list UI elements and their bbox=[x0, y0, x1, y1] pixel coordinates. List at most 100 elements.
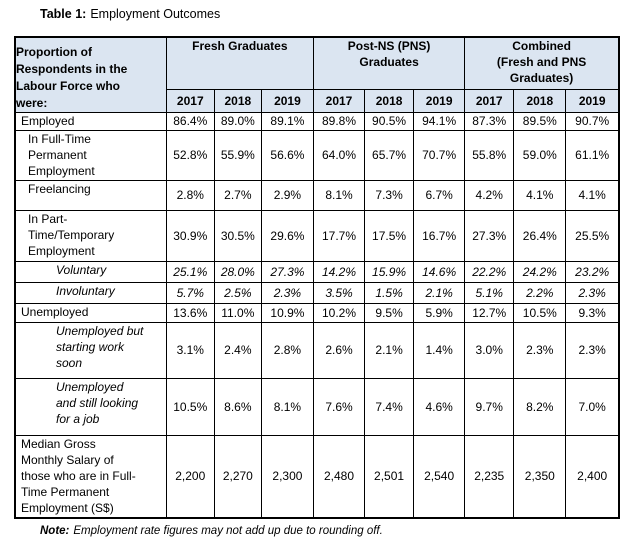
value-cell: 10.5% bbox=[165, 377, 215, 436]
value-cell: 52.8% bbox=[165, 129, 215, 181]
year-header: 2018 bbox=[513, 88, 567, 113]
value-cell: 2,270 bbox=[213, 434, 262, 519]
year-header: 2017 bbox=[464, 88, 515, 113]
value-cell: 17.5% bbox=[364, 209, 415, 262]
row-label: Freelancing bbox=[14, 179, 167, 211]
year-header: 2018 bbox=[213, 88, 262, 113]
table-row: Median Gross Monthly Salary of those who… bbox=[14, 434, 620, 519]
value-cell: 8.6% bbox=[213, 377, 262, 436]
value-cell: 1.5% bbox=[364, 281, 415, 304]
table-row: Unemployed but starting work soon 3.1% 2.4… bbox=[14, 321, 620, 379]
value-cell: 70.7% bbox=[413, 129, 466, 181]
table-row: Freelancing 2.8% 2.7% 2.9% 8.1% 7.3% 6.7% 4.2% 4… bbox=[14, 179, 620, 211]
value-cell: 8.2% bbox=[513, 377, 567, 436]
title-prefix: Table 1: bbox=[40, 7, 87, 21]
value-cell: 2.2% bbox=[513, 281, 567, 304]
value-cell: 2.6% bbox=[312, 321, 366, 379]
value-cell: 10.2% bbox=[312, 302, 366, 323]
value-cell: 27.3% bbox=[464, 209, 515, 262]
value-cell: 9.7% bbox=[464, 377, 515, 436]
value-cell: 7.0% bbox=[565, 377, 620, 436]
value-cell: 2,480 bbox=[312, 434, 366, 519]
value-cell: 4.1% bbox=[565, 179, 620, 211]
year-header: 2017 bbox=[165, 88, 215, 113]
table-row: Voluntary 25.1% 28.0% 27.3% 14.2% 15.9% 14.6% 2… bbox=[14, 260, 620, 283]
group-header-fresh-graduates: Fresh Graduates bbox=[165, 36, 314, 90]
value-cell: 7.3% bbox=[364, 179, 415, 211]
value-cell: 16.7% bbox=[413, 209, 466, 262]
value-cell: 3.5% bbox=[312, 281, 366, 304]
group-header-row: Proportion of Respondents in the Labour … bbox=[14, 36, 620, 113]
value-cell: 17.7% bbox=[312, 209, 366, 262]
value-cell: 28.0% bbox=[213, 260, 262, 283]
value-cell: 2,200 bbox=[165, 434, 215, 519]
value-cell: 94.1% bbox=[413, 111, 466, 131]
table-row: Unemployed 13.6% 11.0% 10.9% 10.2% 9.5% 5.9% 12… bbox=[14, 302, 620, 323]
group-header-post-ns-graduates: Post-NS (PNS) Graduates bbox=[312, 36, 466, 90]
year-header: 2019 bbox=[413, 88, 466, 113]
value-cell: 25.1% bbox=[165, 260, 215, 283]
value-cell: 30.9% bbox=[165, 209, 215, 262]
value-cell: 2.8% bbox=[165, 179, 215, 211]
value-cell: 89.0% bbox=[213, 111, 262, 131]
value-cell: 9.3% bbox=[565, 302, 620, 323]
value-cell: 4.1% bbox=[513, 179, 567, 211]
value-cell: 90.5% bbox=[364, 111, 415, 131]
value-cell: 8.1% bbox=[260, 377, 314, 436]
value-cell: 3.1% bbox=[165, 321, 215, 379]
value-cell: 14.6% bbox=[413, 260, 466, 283]
value-cell: 24.2% bbox=[513, 260, 567, 283]
row-label: In Full-Time Permanent Employment bbox=[14, 129, 167, 181]
value-cell: 2,540 bbox=[413, 434, 466, 519]
value-cell: 2.3% bbox=[565, 281, 620, 304]
year-header: 2019 bbox=[565, 88, 620, 113]
value-cell: 2.8% bbox=[260, 321, 314, 379]
value-cell: 26.4% bbox=[513, 209, 567, 262]
value-cell: 2.5% bbox=[213, 281, 262, 304]
value-cell: 12.7% bbox=[464, 302, 515, 323]
row-label: Unemployed but starting work soon bbox=[14, 321, 167, 379]
value-cell: 86.4% bbox=[165, 111, 215, 131]
corner-header: Proportion of Respondents in the Labour … bbox=[14, 36, 167, 113]
value-cell: 2.9% bbox=[260, 179, 314, 211]
value-cell: 5.9% bbox=[413, 302, 466, 323]
value-cell: 2.1% bbox=[413, 281, 466, 304]
value-cell: 87.3% bbox=[464, 111, 515, 131]
value-cell: 9.5% bbox=[364, 302, 415, 323]
value-cell: 2,350 bbox=[513, 434, 567, 519]
value-cell: 25.5% bbox=[565, 209, 620, 262]
value-cell: 59.0% bbox=[513, 129, 567, 181]
row-label: Unemployed and still looking for a job bbox=[14, 377, 167, 436]
value-cell: 2,501 bbox=[364, 434, 415, 519]
value-cell: 2.4% bbox=[213, 321, 262, 379]
value-cell: 22.2% bbox=[464, 260, 515, 283]
value-cell: 2.3% bbox=[260, 281, 314, 304]
value-cell: 6.7% bbox=[413, 179, 466, 211]
table-body: Employed 86.4% 89.0% 89.1% 89.8% 90.5% 94.1% 87… bbox=[14, 111, 620, 519]
footnote: Note: Employment rate figures may not add… bbox=[40, 524, 630, 538]
value-cell: 2.1% bbox=[364, 321, 415, 379]
value-cell: 10.5% bbox=[513, 302, 567, 323]
value-cell: 15.9% bbox=[364, 260, 415, 283]
value-cell: 2.3% bbox=[565, 321, 620, 379]
row-label: Employed bbox=[14, 111, 167, 131]
table-row: Unemployed and still looking for a job 10… bbox=[14, 377, 620, 436]
value-cell: 14.2% bbox=[312, 260, 366, 283]
table-row: Involuntary 5.7% 2.5% 2.3% 3.5% 1.5% 2.1% 5.1% 2… bbox=[14, 281, 620, 304]
value-cell: 56.6% bbox=[260, 129, 314, 181]
value-cell: 2,400 bbox=[565, 434, 620, 519]
value-cell: 89.5% bbox=[513, 111, 567, 131]
value-cell: 23.2% bbox=[565, 260, 620, 283]
value-cell: 1.4% bbox=[413, 321, 466, 379]
page-title: Table 1: Employment Outcomes bbox=[40, 6, 630, 22]
value-cell: 64.0% bbox=[312, 129, 366, 181]
table-row: In Full-Time Permanent Employment 52.8% 55… bbox=[14, 129, 620, 181]
value-cell: 89.8% bbox=[312, 111, 366, 131]
value-cell: 11.0% bbox=[213, 302, 262, 323]
value-cell: 7.6% bbox=[312, 377, 366, 436]
title-text: Employment Outcomes bbox=[90, 7, 221, 21]
value-cell: 65.7% bbox=[364, 129, 415, 181]
row-label: Voluntary bbox=[14, 260, 167, 283]
value-cell: 2,300 bbox=[260, 434, 314, 519]
